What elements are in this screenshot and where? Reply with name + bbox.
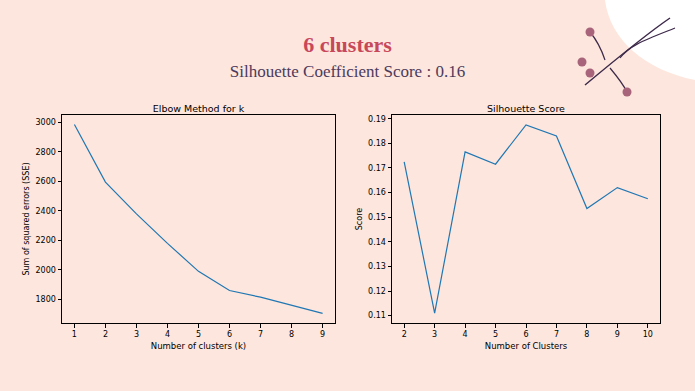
svg-text:0.11: 0.11: [368, 311, 386, 320]
html-text:Silhouette Coefficient Score :: Silhouette Coefficient Score : 0.16: [229, 62, 466, 81]
svg-text:2: 2: [103, 330, 108, 339]
svg-text:2000: 2000: [36, 266, 56, 275]
svg-text:1800: 1800: [36, 295, 56, 304]
svg-text:Score: Score: [355, 208, 364, 230]
svg-text:4: 4: [463, 330, 468, 339]
svg-text:5: 5: [493, 330, 498, 339]
svg-text:7: 7: [258, 330, 263, 339]
svg-text:8: 8: [584, 330, 589, 339]
svg-text:2800: 2800: [36, 148, 56, 157]
svg-text:9: 9: [615, 330, 620, 339]
svg-text:0.17: 0.17: [368, 164, 386, 173]
svg-text:0.15: 0.15: [368, 213, 386, 222]
svg-text:5: 5: [196, 330, 201, 339]
svg-text:0.18: 0.18: [368, 139, 386, 148]
svg-text:7: 7: [554, 330, 559, 339]
svg-text:Number of clusters (k): Number of clusters (k): [151, 341, 246, 351]
svg-text:2: 2: [402, 330, 407, 339]
svg-text:6: 6: [523, 330, 528, 339]
svg-text:9: 9: [320, 330, 325, 339]
svg-text:Elbow Method for k: Elbow Method for k: [153, 103, 245, 114]
svg-text:2600: 2600: [36, 177, 56, 186]
svg-text:1: 1: [72, 330, 77, 339]
svg-text:10: 10: [643, 330, 653, 339]
svg-text:0.13: 0.13: [368, 262, 386, 271]
svg-text:Silhouette Score: Silhouette Score: [487, 103, 565, 114]
svg-text:0.12: 0.12: [368, 287, 386, 296]
html-text:6 clusters: 6 clusters: [303, 32, 392, 57]
svg-text:2200: 2200: [36, 236, 56, 245]
svg-text:6: 6: [227, 330, 232, 339]
svg-text:3: 3: [134, 330, 139, 339]
svg-text:3: 3: [432, 330, 437, 339]
svg-text:4: 4: [165, 330, 170, 339]
svg-text:2400: 2400: [36, 207, 56, 216]
svg-text:Sum of squared errors (SSE): Sum of squared errors (SSE): [22, 162, 31, 275]
svg-text:0.16: 0.16: [368, 188, 386, 197]
svg-text:8: 8: [289, 330, 294, 339]
svg-text:Number of Clusters: Number of Clusters: [485, 341, 568, 351]
svg-text:3000: 3000: [36, 118, 56, 127]
svg-text:0.19: 0.19: [368, 114, 386, 123]
svg-text:0.14: 0.14: [368, 238, 386, 247]
